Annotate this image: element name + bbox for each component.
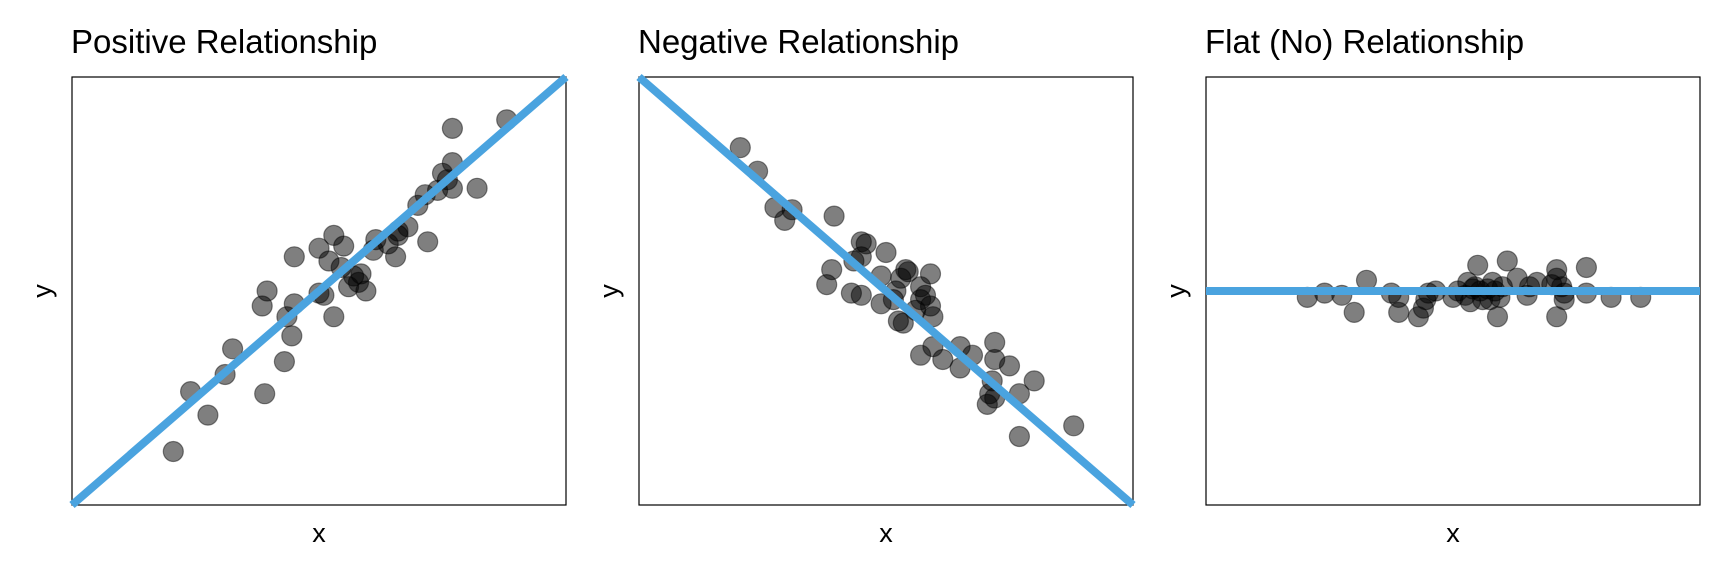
scatter-point — [466, 177, 488, 199]
scatter-point — [823, 205, 845, 227]
panel-title: Negative Relationship — [638, 23, 959, 60]
panel-negative: Negative Relationship x y — [594, 23, 1136, 548]
scatter-point — [998, 355, 1021, 377]
scatter-point — [976, 393, 998, 415]
points-layer — [729, 137, 1085, 448]
scatter-point — [909, 344, 932, 366]
scatter-point — [256, 280, 278, 302]
y-axis-label: y — [594, 284, 624, 298]
y-axis-label: y — [27, 284, 57, 298]
panel-title: Flat (No) Relationship — [1205, 23, 1524, 60]
scatter-point — [254, 383, 276, 405]
scatter-point — [222, 338, 244, 360]
scatter-point — [417, 231, 439, 253]
panel-positive: Positive Relationship x y — [27, 23, 569, 548]
scatter-point — [273, 351, 295, 373]
scatter-point — [1496, 250, 1518, 272]
plot-frame — [71, 76, 567, 506]
panel-title: Positive Relationship — [71, 23, 377, 60]
x-axis-label: x — [879, 518, 893, 548]
scatter-point — [281, 325, 303, 347]
scatter-point — [333, 235, 355, 257]
x-axis-label: x — [1446, 518, 1460, 548]
scatter-point — [1546, 259, 1568, 281]
panel-flat: Flat (No) Relationship x y — [1161, 23, 1701, 548]
scatter-point — [1575, 256, 1598, 279]
scatter-point — [385, 246, 407, 268]
scatter-point — [875, 241, 897, 264]
scatter-point — [323, 306, 345, 328]
scatter-point — [162, 440, 184, 463]
scatter-point — [850, 284, 872, 306]
scatter-point — [441, 117, 463, 139]
scatter-point — [197, 404, 219, 426]
scatter-point — [932, 348, 954, 371]
scatter-point — [887, 310, 910, 332]
y-axis-label: y — [1161, 284, 1191, 298]
scatter-point — [729, 137, 751, 159]
scatter-point — [1063, 415, 1085, 437]
x-axis-label: x — [312, 518, 326, 548]
fit-line — [636, 73, 1136, 509]
scatter-point — [1546, 306, 1568, 328]
scatter-point — [1467, 254, 1489, 276]
scatter-point — [355, 280, 377, 302]
scatter-point — [1343, 301, 1365, 323]
scatter-point — [1388, 301, 1410, 323]
scatter-point — [1023, 370, 1045, 392]
plot-frame — [638, 76, 1134, 506]
scatter-point — [283, 246, 305, 268]
scatter-point — [816, 274, 838, 296]
fit-line — [69, 73, 569, 509]
scatter-point — [1486, 306, 1509, 328]
scatter-point — [1008, 425, 1031, 448]
